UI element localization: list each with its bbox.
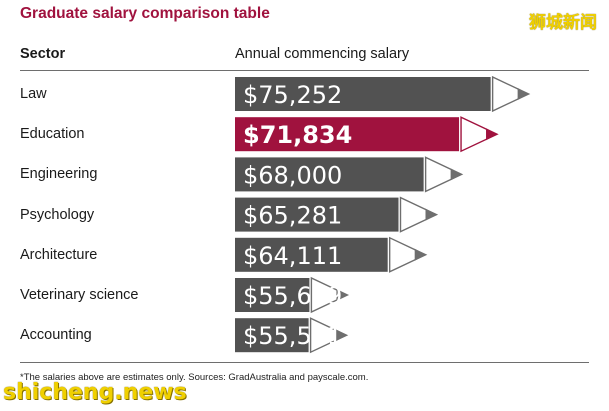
salary-bar-group: $55,551 xyxy=(235,317,349,354)
footnote: *The salaries above are estimates only. … xyxy=(20,372,369,383)
bar-tip-nib xyxy=(425,208,437,221)
bar-tip xyxy=(309,317,349,354)
salary-bar-group: $68,000 xyxy=(235,156,464,193)
salary-bar-group: $64,111 xyxy=(235,236,428,273)
sector-label: Veterinary science xyxy=(20,287,139,303)
bar-tip-nib xyxy=(335,329,347,342)
salary-bar-group: $55,639 xyxy=(235,276,350,314)
salary-value-label: $55,639 xyxy=(243,282,342,310)
sector-label: Education xyxy=(20,126,85,143)
salary-bar xyxy=(235,278,310,312)
bottom-divider xyxy=(20,362,589,363)
bar-tip-nib xyxy=(414,248,426,261)
bar-tip-nib xyxy=(450,168,462,181)
bar-tip-nib xyxy=(486,128,498,141)
sector-label: Engineering xyxy=(20,166,98,183)
sector-label: Psychology xyxy=(20,206,95,223)
salary-bar xyxy=(235,77,491,111)
sector-column-header: Sector xyxy=(20,46,66,62)
bar-tip xyxy=(491,75,531,113)
bar-tip-nib xyxy=(336,289,348,301)
bar-tip-nib xyxy=(517,88,529,100)
bar-tip xyxy=(460,116,499,153)
watermark-bottom: shicheng.news xyxy=(3,380,187,405)
bar-tip xyxy=(424,156,464,193)
salary-bar-group: $75,252 xyxy=(235,75,531,113)
salary-value-label: $64,111 xyxy=(243,242,342,270)
header-divider xyxy=(20,70,589,71)
salary-bar xyxy=(235,197,399,232)
salary-value-label: $75,252 xyxy=(243,81,342,109)
salary-bar xyxy=(235,117,460,152)
salary-value-label: $55,551 xyxy=(243,322,342,350)
salary-bar-group: $65,281 xyxy=(235,196,439,233)
salary-value-label: $68,000 xyxy=(243,161,342,189)
salary-bar xyxy=(235,318,309,353)
bar-tip xyxy=(388,236,428,273)
salary-bar xyxy=(235,237,388,272)
salary-bar xyxy=(235,157,424,192)
salary-value-label: $65,281 xyxy=(243,202,342,230)
bar-tip xyxy=(399,196,439,233)
sector-label: Accounting xyxy=(20,327,92,344)
salary-value-label: $71,834 xyxy=(243,121,352,149)
bar-tip xyxy=(310,276,350,314)
chart-title: Graduate salary comparison table xyxy=(20,5,270,22)
watermark-top: 狮城新闻 xyxy=(529,13,597,33)
salary-column-header: Annual commencing salary xyxy=(235,46,410,62)
sector-label: Architecture xyxy=(20,246,98,263)
salary-bar-group: $71,834 xyxy=(235,116,499,153)
sector-label: Law xyxy=(20,86,47,102)
